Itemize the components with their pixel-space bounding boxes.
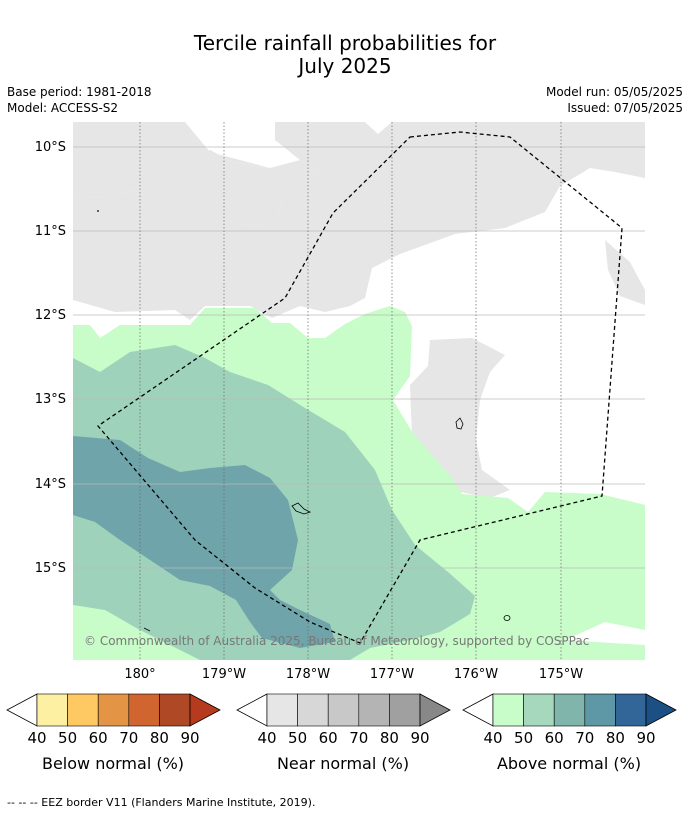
colorbar-tick-label: 80 [150, 729, 169, 747]
colorbar-tick-label: 40 [483, 729, 502, 747]
colorbar-tick-label: 60 [89, 729, 108, 747]
island-outline [143, 627, 151, 632]
colorbar-tick-label: 90 [636, 729, 655, 747]
colorbar-tick-label: 60 [545, 729, 564, 747]
island-outline [97, 210, 99, 212]
eez-border [97, 131, 623, 644]
colorbar-cell [358, 693, 390, 727]
colorbar-max-extend [189, 693, 221, 727]
lon-label-176w: 176°W [454, 667, 498, 682]
lon-label-177w: 177°W [370, 667, 414, 682]
colorbar-tick-label: 50 [58, 729, 77, 747]
colorbar-label-below: Below normal (%) [41, 754, 185, 773]
colorbar-tick-label: 70 [119, 729, 138, 747]
eez-footnote: -- -- -- EEZ border V11 (Flanders Marine… [7, 796, 316, 809]
colorbar-cell [553, 693, 586, 727]
near-normal-region-northeast [73, 122, 645, 320]
colorbar-cell [159, 693, 191, 727]
colorbar-cell [615, 693, 647, 727]
colorbar-tick-label: 80 [606, 729, 625, 747]
colorbar-cell [523, 693, 555, 727]
map-area: © Commonwealth of Australia 2025, Bureau… [73, 122, 645, 660]
colorbar-max-extend [419, 693, 451, 727]
colorbar-cell [266, 693, 298, 727]
colorbar-cell [97, 693, 130, 727]
issued-date: Issued: 07/05/2025 [567, 101, 683, 115]
lat-label-14s: 14°S [35, 477, 66, 492]
colorbar-cell [67, 693, 99, 727]
colorbar-tick-label: 90 [410, 729, 429, 747]
lat-label-15s: 15°S [35, 561, 66, 576]
colorbar-above-normal: 40 50 60 70 80 90 [462, 693, 677, 747]
model-name: Model: ACCESS-S2 [7, 101, 119, 115]
map-figure: © Commonwealth of Australia 2025, Bureau… [6, 122, 677, 747]
lat-label-10s: 10°S [35, 140, 66, 155]
colorbar-label-above: Above normal (%) [496, 754, 642, 773]
colorbar-cell [492, 693, 524, 727]
model-run: Model run: 05/05/2025 [545, 85, 683, 99]
colorbar-cell [36, 693, 68, 727]
lat-label-13s: 13°S [35, 392, 66, 407]
colorbar-min-extend [236, 693, 268, 727]
colorbar-cell [584, 693, 616, 727]
colorbar-near-normal: 40 50 60 70 80 90 [236, 693, 451, 747]
title-line-1: Tercile rainfall probabilities for [193, 31, 497, 55]
colorbar-cell [389, 693, 421, 727]
above-normal-60-region [73, 436, 335, 648]
base-period: Base period: 1981-2018 [7, 85, 152, 99]
island-outline [503, 615, 511, 621]
colorbar-tick-label: 40 [257, 729, 276, 747]
colorbar-tick-label: 70 [575, 729, 594, 747]
colorbar-tick-label: 40 [27, 729, 46, 747]
lon-label-178w: 178°W [286, 667, 330, 682]
lon-label-179w: 179°W [202, 667, 246, 682]
colorbar-label-near: Near normal (%) [276, 754, 410, 773]
lat-label-12s: 12°S [35, 308, 66, 323]
colorbar-cell [128, 693, 160, 727]
colorbar-tick-label: 50 [288, 729, 307, 747]
colorbar-tick-label: 80 [380, 729, 399, 747]
colorbar-min-extend [6, 693, 38, 727]
colorbar-max-extend [645, 693, 677, 727]
graticule [73, 122, 645, 660]
colorbar-min-extend [462, 693, 494, 727]
lon-label-180: 180° [124, 667, 155, 682]
colorbar-tick-label: 70 [349, 729, 368, 747]
island-outline [291, 502, 312, 515]
colorbar-tick-label: 50 [514, 729, 533, 747]
colorbar-cell [327, 693, 360, 727]
colorbar-tick-label: 60 [319, 729, 338, 747]
colorbar-tick-label: 90 [180, 729, 199, 747]
title-line-2: July 2025 [298, 54, 392, 78]
colorbar-below-normal: 40 50 60 70 80 90 [6, 693, 221, 747]
near-normal-region-east [605, 240, 645, 305]
island-outline [455, 417, 464, 430]
near-normal-region-north [73, 122, 318, 226]
copyright-notice: © Commonwealth of Australia 2025, Bureau… [84, 634, 589, 648]
lat-label-11s: 11°S [35, 224, 66, 239]
lon-label-175w: 175°W [539, 667, 583, 682]
colorbar-cell [297, 693, 329, 727]
